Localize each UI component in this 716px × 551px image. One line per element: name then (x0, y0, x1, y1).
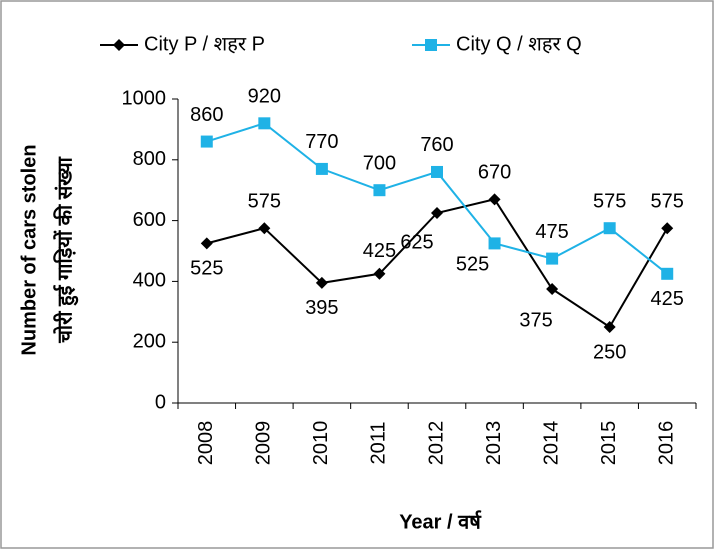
point (546, 252, 559, 265)
point (258, 117, 271, 130)
point (661, 222, 674, 235)
x-tick-label: 2010 (310, 421, 332, 466)
y-axis-title: Number of cars stolen (18, 144, 40, 355)
point (258, 222, 271, 235)
point (661, 267, 674, 280)
data-label: 575 (593, 190, 626, 212)
data-label: 625 (400, 231, 433, 253)
y-tick-label: 800 (133, 148, 166, 170)
point (373, 184, 386, 197)
point (200, 237, 213, 250)
legend-marker (425, 39, 437, 51)
data-label: 920 (248, 86, 281, 108)
y-tick-label: 600 (133, 209, 166, 231)
data-label: 525 (190, 258, 223, 280)
point (488, 193, 501, 206)
point (431, 207, 443, 219)
legend-marker (113, 39, 125, 51)
point (488, 237, 501, 250)
data-label: 250 (593, 341, 626, 363)
data-label: 475 (535, 221, 568, 243)
data-label: 395 (305, 297, 338, 319)
y-tick-label: 200 (133, 330, 166, 352)
x-tick-label: 2011 (368, 421, 390, 464)
point (603, 321, 616, 333)
point (200, 135, 213, 148)
y-tick-label: 0 (155, 391, 166, 413)
y-tick-label: 400 (133, 270, 166, 292)
legend-label: City Q / शहर Q (456, 33, 582, 55)
x-tick-label: 2014 (540, 421, 562, 466)
point (546, 283, 559, 295)
x-axis-title: Year / वर्ष (399, 509, 482, 533)
x-tick-label: 2013 (483, 421, 505, 466)
y-axis-title: चोरी हुई गाड़ियों की संख्या (52, 156, 78, 343)
data-label: 760 (420, 134, 453, 156)
x-tick-label: 2012 (425, 421, 447, 466)
data-label: 375 (519, 309, 552, 331)
data-label: 700 (363, 152, 396, 174)
data-label: 770 (305, 131, 338, 153)
x-tick-label: 2009 (253, 421, 275, 466)
point (315, 276, 328, 289)
data-label: 670 (478, 162, 511, 184)
data-label: 860 (190, 104, 223, 126)
y-tick-label: 1000 (122, 87, 167, 109)
point (373, 267, 386, 280)
data-label: 575 (248, 190, 281, 212)
data-label: 425 (363, 240, 396, 262)
data-label: 425 (651, 288, 684, 310)
x-tick-label: 2016 (656, 421, 678, 466)
x-tick-label: 2008 (195, 421, 217, 466)
point (603, 222, 616, 235)
data-label: 575 (651, 190, 684, 212)
x-tick-label: 2015 (598, 421, 620, 466)
point (431, 165, 443, 178)
legend-label: City P / शहर P (144, 33, 265, 55)
point (315, 162, 328, 175)
data-label: 525 (456, 254, 489, 276)
